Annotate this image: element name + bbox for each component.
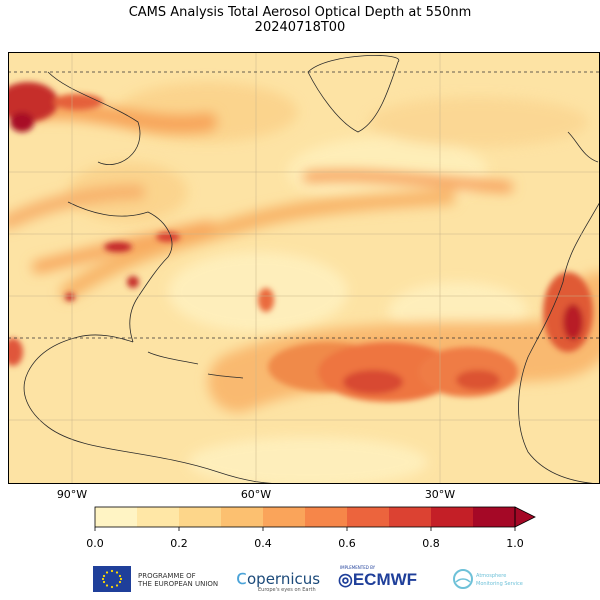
- copernicus-tagline: Europe's eyes on Earth: [258, 587, 316, 593]
- atmosphere-service-text: Atmosphere Monitoring Service: [476, 573, 523, 587]
- smoke-spots: [8, 82, 180, 366]
- colorbar-cell: [431, 507, 474, 527]
- eu-programme-text: PROGRAMME OF THE EUROPEAN UNION: [138, 572, 219, 588]
- colorbar-cell: [305, 507, 348, 527]
- ecmwf-logo: ◎ECMWF: [338, 570, 418, 589]
- dashed-latitudes: [8, 71, 600, 339]
- eu-flag-icon: [93, 566, 131, 592]
- chart-title: CAMS Analysis Total Aerosol Optical Dept…: [128, 5, 472, 20]
- colorbar-tick-3: 0.6: [338, 537, 356, 550]
- chart-subtitle: 20240718T00: [254, 20, 346, 35]
- colorbar-tick-2: 0.4: [254, 537, 272, 550]
- colorbar-cell: [179, 507, 222, 527]
- colorbar-cell: [347, 507, 390, 527]
- ecmwf-implemented-by: IMPLEMENTED BY: [340, 565, 376, 570]
- coastlines: [23, 55, 600, 484]
- lon-label-30w: 30°W: [424, 488, 456, 501]
- colorbar: [94, 506, 536, 531]
- colorbar-cell: [221, 507, 264, 527]
- lon-label-60w: 60°W: [240, 488, 272, 501]
- colorbar-cell: [137, 507, 180, 527]
- colorbar-tick-0: 0.0: [86, 537, 104, 550]
- logo-bar: PROGRAMME OF THE EUROPEAN UNION copernicu…: [0, 560, 600, 600]
- copernicus-logo: copernicus: [236, 565, 321, 589]
- saharan-dust-plume: [258, 272, 593, 402]
- colorbar-extend-arrow: [514, 506, 536, 528]
- colorbar-tick-1: 0.2: [170, 537, 188, 550]
- atmosphere-service-icon: [453, 569, 473, 589]
- colorbar-cell: [473, 507, 516, 527]
- colorbar-tick-5: 1.0: [506, 537, 524, 550]
- colorbar-cell: [263, 507, 306, 527]
- colorbar-cell: [389, 507, 432, 527]
- colorbar-cell: [95, 507, 138, 527]
- lon-label-90w: 90°W: [56, 488, 88, 501]
- graticule: [8, 52, 600, 484]
- aod-map: [8, 52, 600, 484]
- colorbar-tick-4: 0.8: [422, 537, 440, 550]
